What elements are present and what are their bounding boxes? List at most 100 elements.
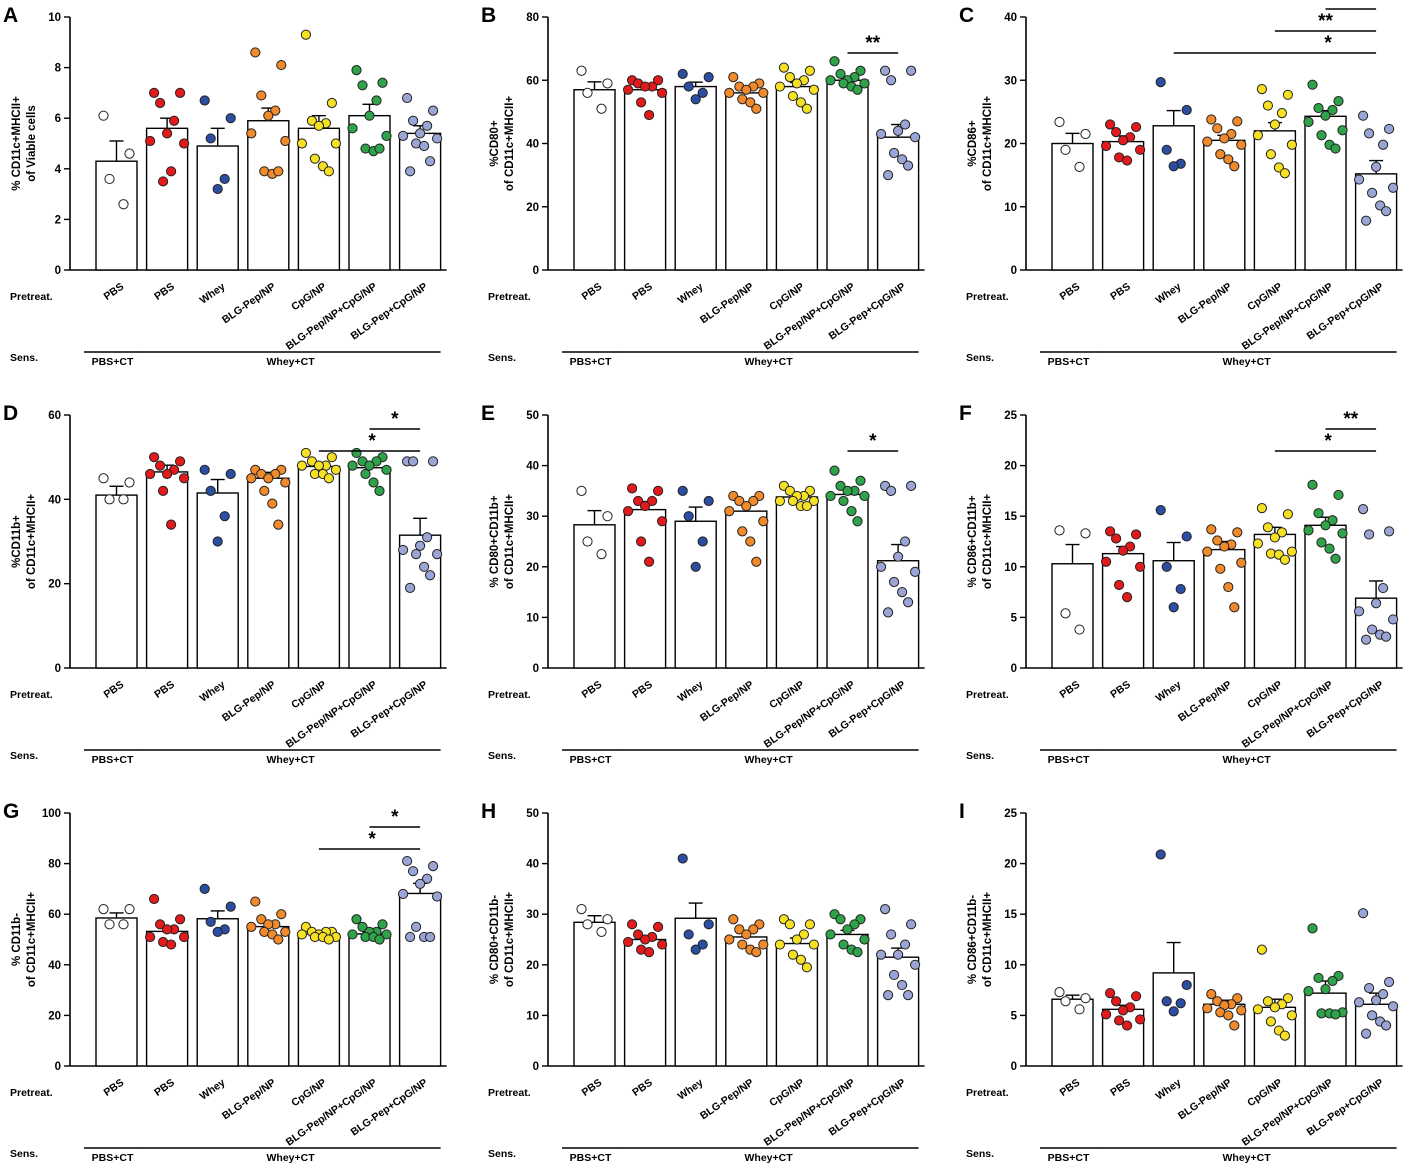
y-tick-label: 0 xyxy=(533,1061,539,1073)
category-label: PBS xyxy=(630,1077,655,1099)
data-point xyxy=(1252,1004,1263,1015)
data-point xyxy=(602,914,613,925)
data-point xyxy=(623,84,634,95)
data-point xyxy=(801,103,812,114)
data-point xyxy=(118,494,129,505)
data-point xyxy=(835,68,846,80)
data-point xyxy=(657,939,668,950)
data-point xyxy=(263,473,274,484)
bar xyxy=(1152,560,1195,669)
bar xyxy=(826,79,869,271)
data-point xyxy=(179,473,190,484)
bar xyxy=(297,465,341,669)
data-point xyxy=(300,29,311,40)
data-point xyxy=(596,103,607,114)
data-point xyxy=(118,199,129,210)
bar xyxy=(196,145,239,271)
data-point xyxy=(1256,944,1267,955)
data-point xyxy=(381,130,392,142)
data-point xyxy=(859,78,870,89)
data-point xyxy=(169,115,180,126)
pretreat-label: Pretreat. xyxy=(10,291,53,303)
bar xyxy=(398,892,442,1067)
pretreat-label: Pretreat. xyxy=(488,291,531,303)
sens-group-label: Whey+CT xyxy=(745,1152,794,1164)
data-point xyxy=(256,914,267,925)
bar xyxy=(398,132,442,271)
data-point xyxy=(124,477,135,488)
data-point xyxy=(1262,996,1273,1007)
y-tick-label: 5 xyxy=(1011,1010,1018,1022)
data-point xyxy=(1364,128,1375,139)
data-point xyxy=(657,87,668,99)
data-point xyxy=(1135,561,1146,572)
data-point xyxy=(582,536,593,547)
data-point xyxy=(1330,1009,1341,1020)
data-point xyxy=(795,97,806,108)
data-point xyxy=(330,464,341,475)
y-tick-label: 20 xyxy=(526,202,539,214)
data-point xyxy=(1303,986,1314,997)
significance-label: * xyxy=(391,409,399,430)
data-point xyxy=(280,926,291,938)
data-point xyxy=(162,468,173,480)
y-axis-label: %CD80+ of CD11c+MHCII+ xyxy=(489,96,516,192)
data-point xyxy=(1118,1005,1129,1016)
data-point xyxy=(1324,543,1335,554)
data-point xyxy=(415,128,426,139)
data-point xyxy=(428,861,439,872)
category-label: PBS xyxy=(102,679,127,701)
data-point xyxy=(883,990,894,1001)
y-tick-label: 8 xyxy=(55,63,62,75)
y-tick-label: 20 xyxy=(48,579,61,591)
sens-group-label: PBS+CT xyxy=(570,754,612,766)
y-tick-label: 80 xyxy=(526,12,539,24)
data-point xyxy=(852,84,863,95)
bar xyxy=(348,933,391,1067)
category-label: Whey xyxy=(676,1077,706,1103)
data-point xyxy=(145,931,156,943)
data-point xyxy=(347,460,358,471)
category-label: PBS xyxy=(1108,281,1133,303)
data-point xyxy=(883,607,894,618)
data-point xyxy=(734,924,745,935)
data-point xyxy=(808,939,819,950)
data-point xyxy=(758,516,769,527)
bar xyxy=(1051,998,1094,1067)
data-point xyxy=(1367,624,1378,635)
data-point xyxy=(1286,139,1297,150)
data-point xyxy=(273,166,284,177)
data-point xyxy=(1118,545,1129,556)
data-point xyxy=(408,456,419,467)
y-tick-label: 40 xyxy=(526,461,539,473)
y-axis-label-line2: of CD11c+MHCII+ xyxy=(26,494,38,590)
data-point xyxy=(910,566,921,577)
data-point xyxy=(846,506,857,517)
data-point xyxy=(774,939,785,950)
data-point xyxy=(1161,144,1172,155)
data-point xyxy=(1101,1009,1112,1020)
y-axis-label: % CD80+CD11b-of CD11c+MHCII+ xyxy=(489,892,516,988)
data-point xyxy=(1381,206,1392,217)
data-point xyxy=(906,919,917,930)
data-point xyxy=(653,75,664,86)
y-tick-label: 15 xyxy=(1004,909,1017,921)
data-point xyxy=(415,878,426,889)
data-point xyxy=(835,914,846,925)
bar xyxy=(145,930,189,1067)
category-label: Whey xyxy=(676,281,706,307)
significance-label: **** xyxy=(1336,0,1366,10)
bar xyxy=(1152,125,1195,271)
data-point xyxy=(741,500,752,512)
sens-label: Sens. xyxy=(488,352,516,364)
data-point xyxy=(1279,554,1290,565)
y-axis-label-line2: of CD11c+MHCII+ xyxy=(982,96,994,192)
data-point xyxy=(751,103,762,114)
y-tick-label: 30 xyxy=(526,909,539,921)
panel-I: I 0 5 10 15 20 25 % CD86+CD11b-of CD11c+MHCII+ P… xyxy=(959,800,1403,1164)
category-label: BLG-Pep/NP xyxy=(698,679,756,725)
data-point xyxy=(1279,1030,1290,1041)
data-point xyxy=(653,921,664,932)
data-point xyxy=(1155,849,1166,860)
data-point xyxy=(838,939,849,950)
